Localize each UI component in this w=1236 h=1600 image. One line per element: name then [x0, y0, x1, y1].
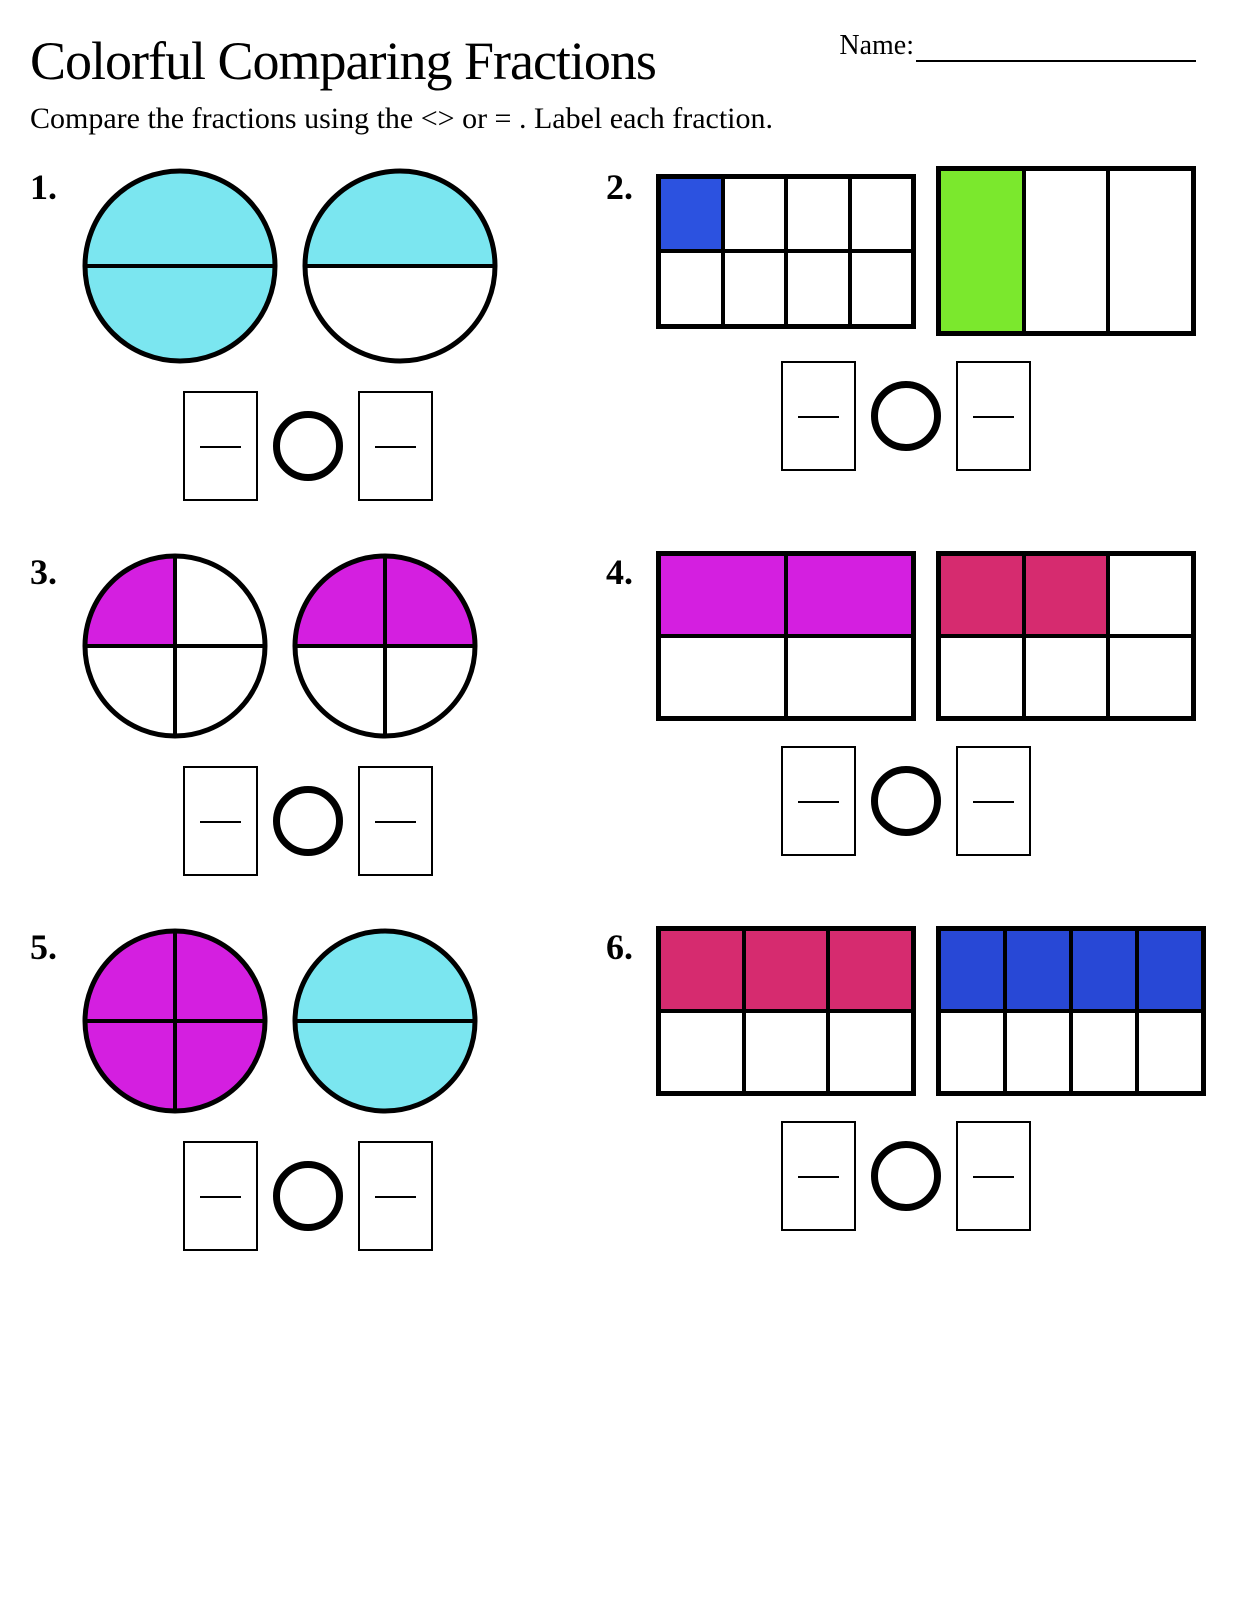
instructions: Compare the fractions using the <> or = …	[30, 102, 1206, 136]
shapes-row	[656, 166, 1206, 336]
name-label: Name:	[839, 30, 914, 61]
fraction-cell	[850, 177, 914, 252]
name-field[interactable]: Name:	[839, 30, 1196, 62]
fraction-cell	[1071, 1011, 1137, 1093]
problem-5: 5.	[30, 926, 586, 1271]
comparison-operator[interactable]	[273, 786, 343, 856]
fraction-cell	[828, 1011, 913, 1093]
problem-number: 6.	[606, 926, 656, 968]
fraction-cell	[939, 1011, 1005, 1093]
fraction-rect	[936, 551, 1196, 721]
problem-3: 3.	[30, 551, 586, 896]
problem-number: 5.	[30, 926, 80, 968]
fraction-rect	[936, 926, 1206, 1096]
fraction-cell	[659, 636, 786, 718]
answer-row	[30, 766, 586, 876]
fraction-answer-left[interactable]	[781, 746, 856, 856]
fraction-cell	[1071, 929, 1137, 1011]
fraction-cell	[939, 929, 1005, 1011]
fraction-cell	[1108, 169, 1193, 333]
fraction-answer-right[interactable]	[358, 391, 433, 501]
shapes-row	[80, 551, 586, 741]
fraction-cell	[1108, 636, 1193, 718]
fraction-rect	[656, 551, 916, 721]
problem-6: 6.	[606, 926, 1206, 1271]
fraction-cell	[786, 177, 850, 252]
fraction-answer-right[interactable]	[358, 1141, 433, 1251]
problem-number: 2.	[606, 166, 656, 208]
fraction-circle	[300, 166, 500, 366]
answer-row	[606, 361, 1206, 471]
fraction-answer-left[interactable]	[183, 766, 258, 876]
fraction-answer-right[interactable]	[956, 361, 1031, 471]
fraction-circle	[290, 551, 480, 741]
answer-row	[30, 1141, 586, 1251]
fraction-cell	[786, 554, 913, 636]
fraction-answer-left[interactable]	[781, 361, 856, 471]
problem-1: 1.	[30, 166, 586, 521]
fraction-cell	[659, 554, 786, 636]
fraction-cell	[659, 929, 744, 1011]
fraction-answer-right[interactable]	[956, 746, 1031, 856]
fraction-circle	[80, 926, 270, 1116]
fraction-cell	[939, 169, 1024, 333]
fraction-cell	[1024, 636, 1109, 718]
shapes-row	[656, 926, 1206, 1096]
fraction-cell	[659, 177, 723, 252]
fraction-cell	[939, 554, 1024, 636]
fraction-cell	[828, 929, 913, 1011]
comparison-operator[interactable]	[871, 766, 941, 836]
fraction-answer-left[interactable]	[183, 1141, 258, 1251]
fraction-cell	[1005, 1011, 1071, 1093]
fraction-cell	[744, 929, 829, 1011]
shapes-row	[80, 166, 586, 366]
comparison-operator[interactable]	[273, 411, 343, 481]
fraction-answer-right[interactable]	[358, 766, 433, 876]
fraction-answer-left[interactable]	[781, 1121, 856, 1231]
fraction-circle	[80, 166, 280, 366]
fraction-rect	[656, 174, 916, 329]
answer-row	[606, 1121, 1206, 1231]
fraction-answer-left[interactable]	[183, 391, 258, 501]
fraction-answer-right[interactable]	[956, 1121, 1031, 1231]
comparison-operator[interactable]	[871, 1141, 941, 1211]
fraction-cell	[850, 251, 914, 326]
problem-2: 2.	[606, 166, 1206, 521]
comparison-operator[interactable]	[871, 381, 941, 451]
fraction-cell	[1024, 554, 1109, 636]
fraction-cell	[1137, 1011, 1203, 1093]
problems-grid: 1. 2. 3. 4.	[30, 166, 1206, 1271]
fraction-cell	[744, 1011, 829, 1093]
name-underline[interactable]	[916, 60, 1196, 62]
fraction-circle	[290, 926, 480, 1116]
problem-number: 3.	[30, 551, 80, 593]
fraction-cell	[939, 636, 1024, 718]
comparison-operator[interactable]	[273, 1161, 343, 1231]
answer-row	[606, 746, 1206, 856]
problem-4: 4.	[606, 551, 1206, 896]
fraction-cell	[1137, 929, 1203, 1011]
fraction-cell	[786, 251, 850, 326]
shapes-row	[80, 926, 586, 1116]
fraction-circle	[80, 551, 270, 741]
shapes-row	[656, 551, 1206, 721]
fraction-cell	[659, 251, 723, 326]
fraction-cell	[1005, 929, 1071, 1011]
answer-row	[30, 391, 586, 501]
fraction-cell	[1108, 554, 1193, 636]
fraction-cell	[723, 251, 787, 326]
fraction-cell	[1024, 169, 1109, 333]
fraction-cell	[786, 636, 913, 718]
fraction-cell	[659, 1011, 744, 1093]
problem-number: 1.	[30, 166, 80, 208]
fraction-rect	[936, 166, 1196, 336]
problem-number: 4.	[606, 551, 656, 593]
fraction-cell	[723, 177, 787, 252]
fraction-rect	[656, 926, 916, 1096]
